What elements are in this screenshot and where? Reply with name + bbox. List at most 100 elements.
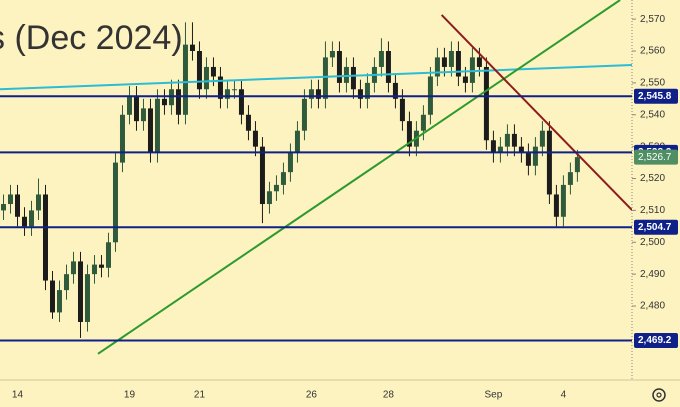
y-tick-label: 2,500	[640, 237, 665, 248]
candle-body	[560, 184, 566, 217]
y-tick-label: 2,570	[640, 14, 665, 25]
candle-body	[518, 146, 524, 154]
candle-body	[147, 108, 153, 154]
candle-body	[70, 261, 76, 275]
level-label: 2,469.2	[638, 335, 672, 346]
settings-icon[interactable]	[652, 388, 666, 402]
candle-body	[294, 130, 300, 154]
candle-body	[399, 98, 405, 122]
candle-body	[119, 114, 125, 163]
candle-body	[553, 194, 559, 217]
candle-body	[406, 121, 412, 147]
candle-body	[133, 95, 139, 122]
candle-body	[224, 89, 230, 99]
level-label-box	[634, 88, 678, 104]
candle-body	[455, 51, 461, 77]
trendline	[97, 0, 621, 355]
candle-body	[238, 89, 244, 115]
candle-body	[441, 57, 447, 67]
candle-body	[245, 114, 251, 131]
candle-body	[574, 157, 580, 173]
last-price-box	[634, 149, 678, 165]
candle-body	[161, 98, 167, 106]
y-tick-label: 2,510	[640, 205, 665, 216]
candle-body	[378, 51, 384, 67]
candle-body	[182, 44, 188, 115]
candle-body	[497, 146, 503, 154]
candle-body	[287, 153, 293, 173]
candle-body	[301, 98, 307, 131]
candle-body	[56, 290, 62, 313]
candle-body	[511, 133, 517, 147]
candle-body	[490, 140, 496, 154]
candle-body	[63, 274, 69, 291]
candle-body	[315, 89, 321, 99]
y-tick-label: 2,560	[640, 46, 665, 57]
candle-body	[539, 130, 545, 147]
x-tick-label: Sep	[485, 390, 503, 401]
candle-body	[350, 66, 356, 90]
y-tick-label: 2,520	[640, 173, 665, 184]
candle-body	[385, 51, 391, 83]
candle-body	[336, 51, 342, 83]
candle-body	[175, 89, 181, 115]
candle-body	[392, 82, 398, 99]
y-tick-label: 2,550	[640, 78, 665, 89]
candle-body	[273, 184, 279, 192]
candle-body	[322, 57, 328, 99]
candle-body	[0, 204, 6, 211]
candle-body	[504, 133, 510, 147]
candle-body	[525, 153, 531, 166]
candle-body	[434, 57, 440, 77]
candle-body	[98, 264, 104, 268]
candle-body	[49, 280, 55, 313]
candle-body	[420, 114, 426, 131]
candle-body	[84, 274, 90, 322]
candle-body	[329, 51, 335, 58]
level-label-box	[634, 219, 678, 235]
candle-body	[210, 66, 216, 77]
x-tick-label: 26	[306, 390, 318, 401]
candle-body	[567, 172, 573, 185]
candle-body	[448, 51, 454, 67]
candle-body	[28, 210, 34, 227]
candle-body	[140, 108, 146, 122]
candle-body	[112, 162, 118, 243]
candle-body	[259, 146, 265, 205]
last-price-label: 2,526.7	[638, 152, 672, 163]
x-tick-label: 21	[194, 390, 206, 401]
candle-body	[203, 66, 209, 90]
candle-body	[343, 66, 349, 83]
trendline	[0, 64, 632, 91]
candle-body	[357, 89, 363, 99]
x-tick-label: 19	[124, 390, 136, 401]
candle-body	[35, 194, 41, 211]
x-tick-label: 4	[561, 390, 567, 401]
candle-body	[14, 194, 20, 217]
candle-body	[532, 146, 538, 166]
candle-body	[105, 242, 111, 268]
level-label: 2,504.7	[638, 222, 672, 233]
candle-body	[476, 57, 482, 67]
candle-body	[189, 44, 195, 52]
candle-body	[217, 76, 223, 99]
candle-body	[77, 261, 83, 322]
candle-body	[546, 130, 552, 195]
candle-body	[308, 89, 314, 99]
candle-body	[7, 194, 13, 205]
plot-area	[0, 0, 632, 355]
candle-body	[21, 216, 27, 227]
candle-body	[280, 172, 286, 185]
candle-body	[462, 76, 468, 83]
candle-body	[266, 191, 272, 205]
watermark: s (Dec 2024)	[0, 19, 183, 57]
candle-body	[126, 95, 132, 115]
candle-body	[154, 98, 160, 154]
y-tick-label: 2,480	[640, 301, 665, 312]
candle-body	[196, 51, 202, 90]
candle-body	[483, 66, 489, 141]
candle-body	[42, 194, 48, 281]
trendline	[440, 14, 632, 211]
x-tick-label: 28	[383, 390, 395, 401]
